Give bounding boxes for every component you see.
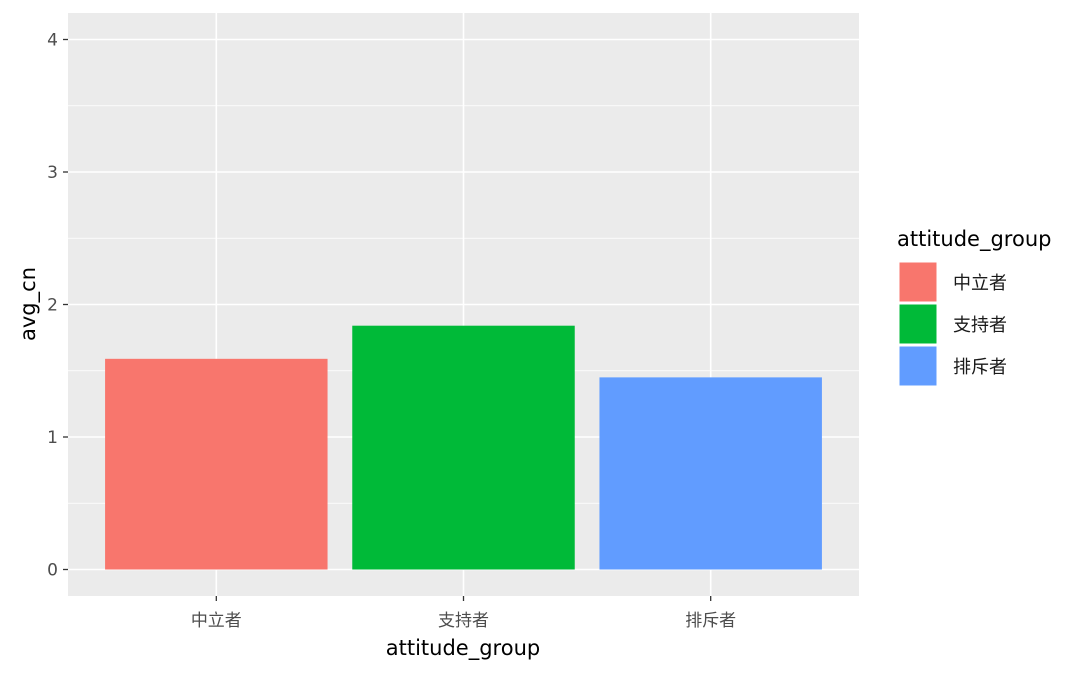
legend-label-3: 排斥者: [953, 357, 1007, 378]
y-tick-label: 1: [47, 428, 58, 448]
y-axis: 0 1 2 3 4: [47, 31, 68, 581]
legend-label-1: 中立者: [953, 273, 1007, 294]
x-tick-label: 支持者: [438, 611, 489, 631]
y-tick-label: 4: [47, 31, 58, 51]
bar-3: [599, 377, 822, 570]
x-axis: 中立者 支持者 排斥者: [191, 596, 736, 631]
y-axis-title: avg_cn: [16, 267, 41, 341]
y-tick-label: 2: [47, 296, 58, 316]
x-tick-label: 排斥者: [685, 611, 736, 631]
bar-1: [105, 358, 328, 570]
y-tick-label: 3: [47, 163, 58, 183]
bar-2: [352, 325, 575, 570]
legend-label-2: 支持者: [953, 315, 1007, 336]
x-axis-title: attitude_group: [386, 636, 540, 661]
y-tick-label: 0: [47, 561, 58, 581]
legend-key-3: [898, 345, 938, 387]
x-tick-label: 中立者: [191, 611, 242, 631]
bars: [105, 325, 822, 570]
legend-title: attitude_group: [897, 227, 1051, 252]
legend-key-1: [898, 261, 938, 303]
legend-key-2: [898, 303, 938, 345]
